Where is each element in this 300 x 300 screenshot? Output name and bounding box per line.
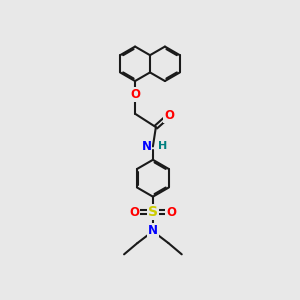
Text: N: N bbox=[141, 140, 152, 153]
Text: O: O bbox=[130, 88, 140, 101]
Text: N: N bbox=[148, 224, 158, 237]
Text: O: O bbox=[166, 206, 176, 219]
Text: S: S bbox=[148, 205, 158, 219]
Text: O: O bbox=[130, 206, 140, 219]
Text: H: H bbox=[158, 141, 167, 152]
Text: O: O bbox=[164, 109, 174, 122]
